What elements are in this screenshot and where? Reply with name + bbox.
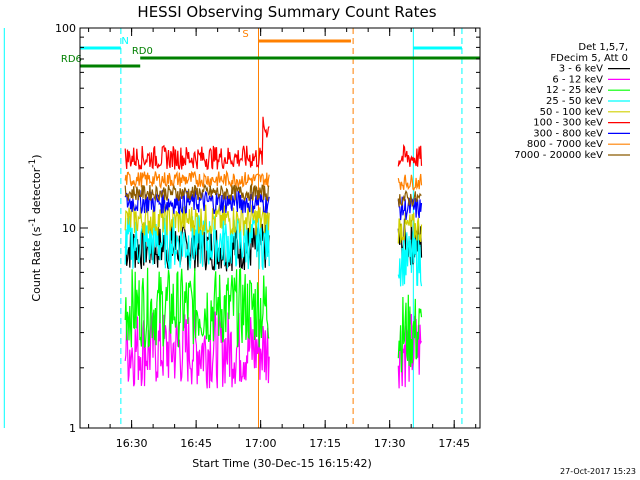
series-line [397, 231, 423, 287]
legend-label: 25 - 50 keV [546, 96, 603, 107]
legend-label: 7000 - 20000 keV [514, 150, 603, 161]
legend-label: 6 - 12 keV [552, 74, 603, 85]
x-tick-label: 16:30 [116, 437, 148, 450]
footer-timestamp: 27-Oct-2017 15:23 [560, 467, 636, 476]
y-tick-label: 1 [69, 422, 76, 435]
series-line [124, 169, 270, 190]
legend-label: 800 - 7000 keV [527, 139, 603, 150]
series-line [124, 116, 270, 171]
state-bar-label: N [121, 36, 128, 47]
series-line [397, 212, 423, 244]
axes: 16:30 16:45 17:00 17:15 17:30 17:45 1 10 100 [55, 22, 480, 450]
legend-label: 300 - 800 keV [533, 128, 603, 139]
x-tick-label: 16:45 [180, 437, 212, 450]
legend-header: Det 1,5,7, [578, 42, 628, 53]
y-axis-label-exp2: -1 [28, 159, 38, 168]
legend-label: 3 - 6 keV [559, 64, 603, 75]
x-tick-label: 17:15 [309, 437, 341, 450]
x-tick-label: 17:00 [245, 437, 277, 450]
legend-label: 100 - 300 keV [533, 118, 603, 129]
series-line [397, 143, 423, 167]
y-axis-label-exp1: -1 [28, 218, 38, 227]
state-bar-label: S [242, 29, 248, 40]
series-line [124, 182, 270, 203]
y-tick-label: 10 [62, 222, 76, 235]
y-tick-label: 100 [55, 22, 76, 35]
x-tick-label: 17:45 [438, 437, 470, 450]
series-line [124, 267, 270, 349]
y-axis-label-main: Count Rate (s [30, 226, 43, 301]
plot-area: N S RD0 RD6 [3, 28, 480, 428]
series-line [124, 203, 270, 236]
x-axis-label: Start Time (30-Dec-15 16:15:42) [192, 457, 372, 470]
series-line [397, 294, 423, 373]
series-line [397, 173, 423, 192]
legend-label: 50 - 100 keV [540, 107, 604, 118]
legend-header: FDecim 5, Att 0 [550, 53, 628, 64]
y-axis-label: Count Rate (s-1 detector-1) [28, 154, 43, 301]
series-line [397, 189, 422, 208]
y-axis-label-end: ) [30, 154, 43, 158]
chart-title: HESSI Observing Summary Count Rates [137, 3, 436, 21]
state-bar-label: RD0 [132, 46, 153, 57]
legend-label: 12 - 25 keV [546, 85, 603, 96]
x-tick-label: 17:30 [374, 437, 406, 450]
y-axis-label-mid: detector [30, 167, 43, 217]
state-bar-label: RD6 [61, 54, 82, 65]
series-line [124, 308, 270, 389]
